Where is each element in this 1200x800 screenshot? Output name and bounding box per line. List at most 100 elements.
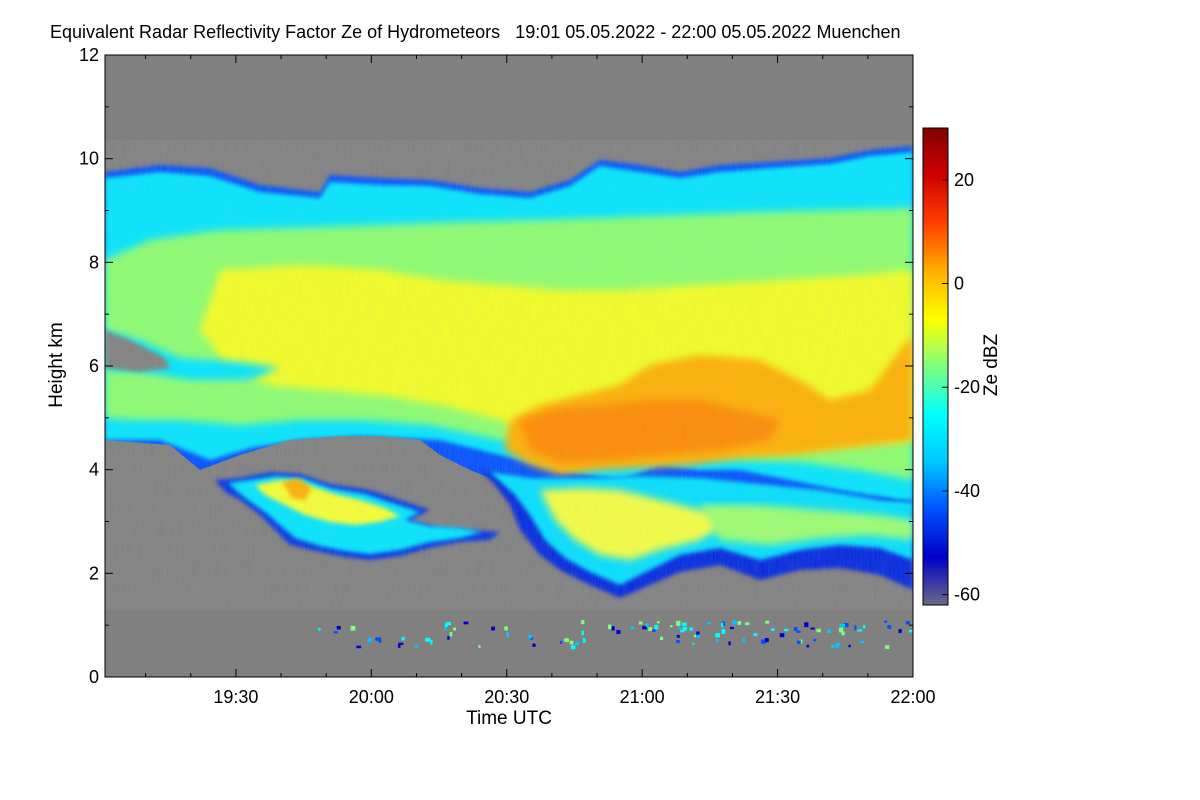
y-tick-label: 0 — [89, 667, 99, 687]
clutter-dot — [581, 620, 585, 625]
clutter-dot — [770, 628, 775, 631]
x-tick-label: 20:00 — [349, 687, 394, 707]
y-axis-label: Height km — [46, 322, 67, 408]
reflectivity-field — [105, 140, 913, 677]
clutter-dot — [779, 633, 785, 638]
clutter-dot — [721, 629, 726, 634]
y-tick-label: 4 — [89, 460, 99, 480]
clutter-dot — [608, 624, 612, 630]
clutter-dot — [582, 638, 586, 643]
clutter-dot — [692, 642, 695, 645]
colorbar-axis: 20 0 -20 -40 -60 — [942, 170, 980, 605]
clutter-dot — [532, 643, 536, 647]
clutter-dot — [840, 623, 846, 628]
clutter-dot — [764, 637, 769, 643]
clutter-dot — [447, 636, 450, 640]
clutter-dot — [676, 640, 680, 643]
clutter-dot — [843, 622, 849, 628]
clutter-dot — [376, 637, 382, 642]
clutter-dot — [831, 644, 836, 648]
clutter-dot — [676, 620, 681, 626]
clutter-dot — [753, 633, 758, 636]
clutter-dot — [569, 640, 574, 645]
clutter-dot — [564, 638, 570, 642]
colorbar-tick-label: 0 — [954, 274, 964, 294]
clutter-dot — [730, 626, 734, 630]
clutter-dot — [676, 634, 680, 638]
clutter-dot — [670, 625, 673, 628]
clutter-dot — [715, 632, 720, 638]
ground-clutter — [318, 620, 913, 650]
clutter-dot — [652, 629, 656, 632]
clutter-dot — [696, 631, 700, 637]
clutter-dot — [836, 644, 839, 649]
colorbar-tick-label: 20 — [954, 170, 974, 190]
clutter-dot — [693, 634, 697, 638]
clutter-dot — [616, 629, 621, 635]
clutter-dot — [504, 626, 508, 631]
clutter-dot — [848, 644, 851, 648]
clutter-dot — [827, 629, 832, 633]
y-tick-label: 8 — [89, 252, 99, 272]
clutter-dot — [378, 640, 382, 643]
clutter-dot — [401, 636, 405, 641]
clutter-dot — [908, 629, 913, 633]
clutter-dot — [841, 631, 845, 636]
clutter-dot — [446, 621, 452, 626]
y-tick-label: 6 — [89, 356, 99, 376]
clutter-dot — [860, 640, 865, 644]
clutter-dot — [813, 638, 817, 642]
clutter-dot — [761, 639, 766, 644]
clutter-dot — [530, 637, 534, 640]
clutter-dot — [696, 634, 700, 638]
clutter-dot — [660, 636, 664, 640]
clutter-dot — [732, 620, 737, 625]
clutter-dot — [793, 627, 798, 632]
clutter-dot — [742, 638, 746, 643]
clutter-dot — [887, 625, 892, 629]
clutter-dot — [854, 625, 857, 631]
clutter-dot — [367, 637, 373, 643]
clutter-dot — [506, 632, 509, 637]
clutter-dot — [681, 622, 687, 627]
clutter-dot — [804, 622, 809, 628]
colorbar — [922, 127, 949, 606]
clutter-dot — [689, 627, 693, 631]
clutter-dot — [654, 624, 659, 630]
clutter-dot — [857, 629, 863, 632]
clutter-dot — [491, 626, 495, 631]
clutter-dot — [397, 643, 401, 648]
clutter-dot — [898, 629, 902, 633]
clutter-dot — [375, 637, 378, 641]
colorbar-tick-label: -40 — [954, 481, 980, 501]
clutter-dot — [884, 620, 888, 623]
x-tick-label: 19:30 — [213, 687, 258, 707]
clutter-dot — [744, 622, 750, 625]
x-tick-label: 21:30 — [755, 687, 800, 707]
clutter-dot — [737, 621, 742, 625]
colorbar-tick-label: -60 — [954, 585, 980, 605]
clutter-dot — [680, 629, 685, 633]
clutter-dot — [645, 623, 649, 628]
clutter-dot — [863, 624, 866, 629]
clutter-dot — [648, 627, 653, 632]
clutter-dot — [430, 639, 433, 645]
clutter-dot — [463, 621, 469, 625]
clutter-dot — [728, 641, 731, 646]
clutter-dot — [559, 640, 563, 644]
clutter-dot — [835, 643, 841, 646]
clutter-dot — [333, 631, 339, 634]
clutter-dot — [445, 622, 449, 627]
clutter-dot — [678, 626, 681, 630]
clutter-dot — [478, 645, 481, 648]
clutter-dot — [414, 644, 419, 648]
y-tick-label: 12 — [79, 45, 99, 65]
clutter-dot — [425, 637, 431, 642]
clutter-dot — [570, 645, 576, 650]
clutter-dot — [806, 644, 810, 648]
clutter-dot — [449, 632, 453, 637]
clutter-dot — [682, 626, 688, 631]
clutter-dot — [356, 645, 362, 649]
clutter-dot — [796, 630, 801, 633]
